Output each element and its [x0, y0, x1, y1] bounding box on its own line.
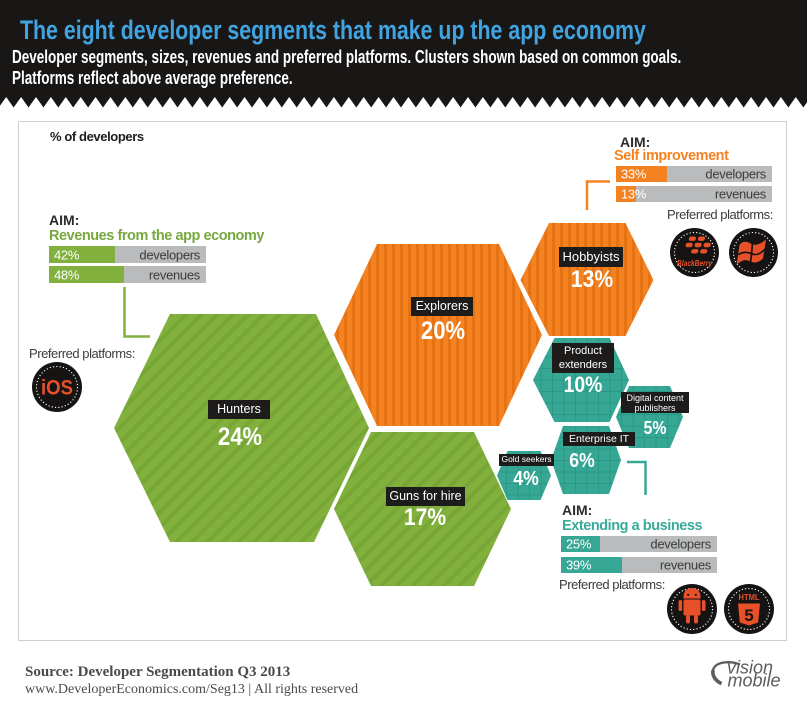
svg-text:mobile: mobile: [728, 671, 781, 691]
svg-text:BlackBerry: BlackBerry: [677, 259, 712, 268]
svg-text:iOS: iOS: [41, 377, 73, 400]
svg-text:vision: vision: [727, 658, 773, 678]
svg-text:HTML: HTML: [739, 592, 760, 602]
svg-text:5: 5: [744, 606, 753, 625]
